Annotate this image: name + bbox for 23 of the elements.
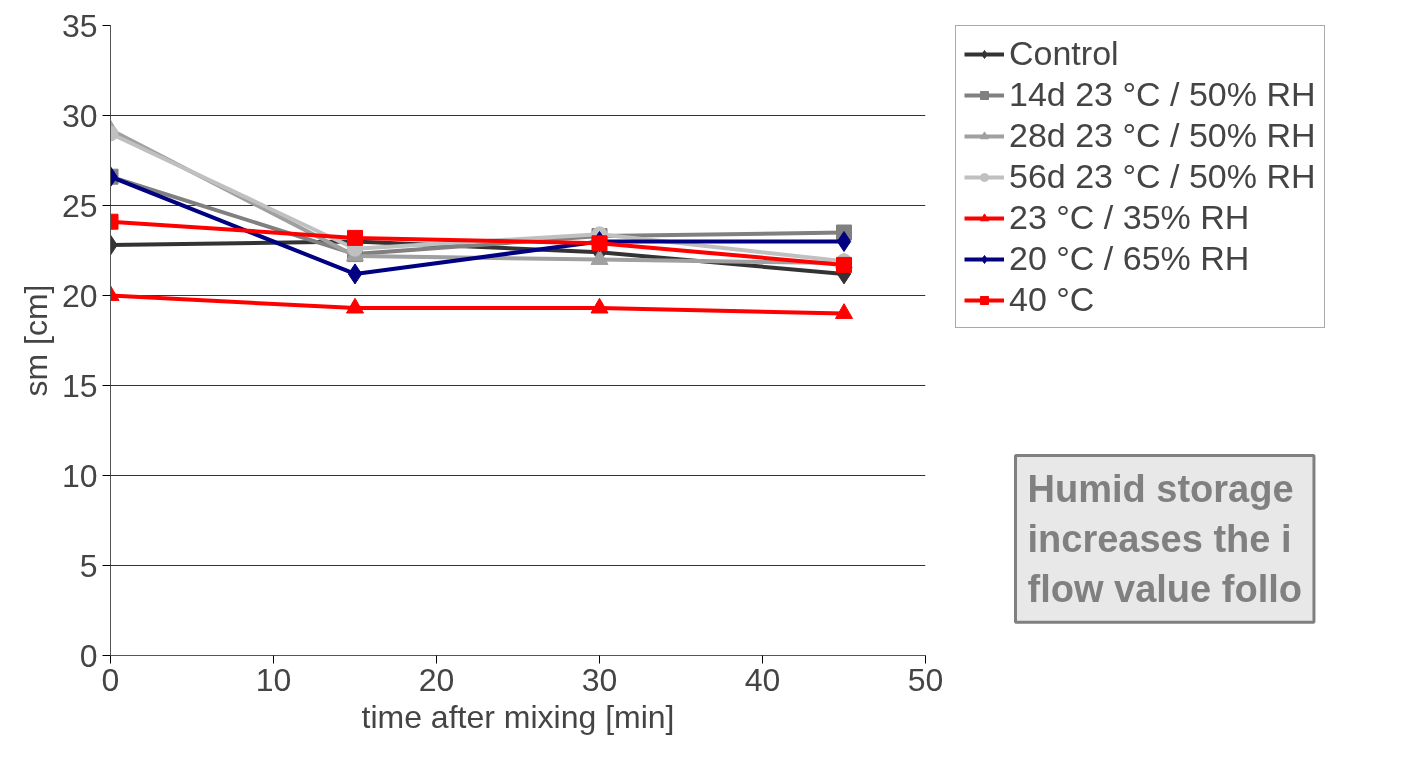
legend-label: 40 °C [1009,280,1095,319]
y-tick-label: 25 [61,187,98,224]
legend-label: Control [1009,34,1119,73]
x-tick-label: 20 [418,661,455,698]
x-tick-label: 30 [581,661,618,698]
x-tick-label: 50 [907,661,944,698]
y-tick-label: 5 [79,547,98,584]
x-tick-label: 40 [744,661,781,698]
y-tick-label: 10 [61,457,98,494]
x-tick-label: 10 [255,661,292,698]
legend-label: 14d 23 °C / 50% RH [1009,75,1316,114]
legend-label: 20 °C / 65% RH [1009,239,1250,278]
legend-label: 23 °C / 35% RH [1009,198,1250,237]
legend-label: 28d 23 °C / 50% RH [1009,116,1316,155]
y-tick-label: 35 [61,7,98,44]
y-tick-label: 20 [61,277,98,314]
y-axis-title: sm [cm] [17,284,54,397]
y-tick-label: 0 [79,637,98,674]
x-axis-title: time after mixing [min] [361,698,675,735]
y-tick-label: 30 [61,97,98,134]
y-tick-label: 15 [61,367,98,404]
text: Humid storage increases the i flow value follo [1027,467,1302,611]
legend-label: 56d 23 °C / 50% RH [1009,157,1316,196]
